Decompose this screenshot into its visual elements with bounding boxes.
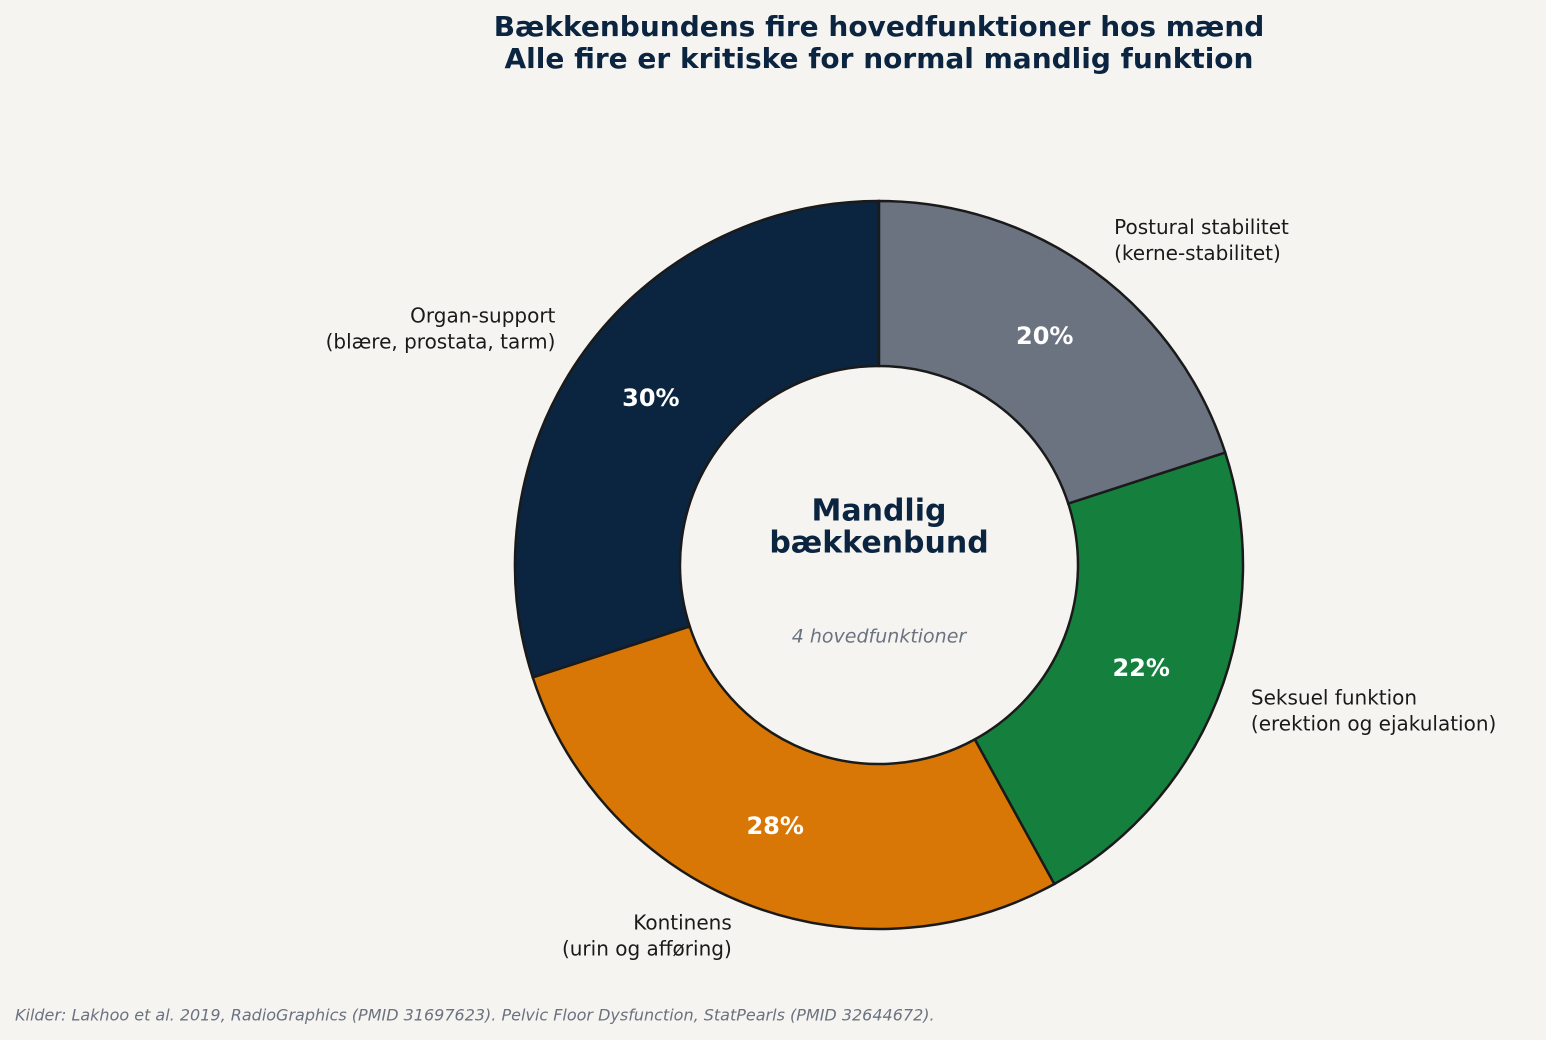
center-sublabel: 4 hovedfunktioner (792, 626, 968, 648)
donut-segment (513, 199, 881, 680)
center-label: Mandlig (812, 494, 947, 529)
source-note: Kilder: Lakhoo et al. 2019, RadioGraphic… (15, 1006, 935, 1025)
center-label: bækkenbund (769, 526, 988, 561)
category-label: Kontinens (633, 910, 732, 934)
category-label: (urin og afføring) (562, 936, 732, 960)
category-label: (blære, prostata, tarm) (326, 329, 556, 353)
category-label: Postural stabilitet (1114, 215, 1289, 239)
category-label: Seksuel funktion (1251, 686, 1417, 710)
donut-segment (531, 624, 1057, 931)
category-label: (kerne-stabilitet) (1114, 241, 1281, 265)
category-label: Organ-support (410, 303, 555, 327)
donut-segment (973, 450, 1245, 886)
category-label: (erektion og ejakulation) (1251, 712, 1496, 736)
value-label: 28% (746, 812, 803, 840)
value-label: 30% (622, 384, 679, 412)
donut-segment (877, 199, 1227, 506)
value-label: 20% (1016, 322, 1073, 350)
chart-title: Bækkenbundens fire hovedfunktioner hos m… (494, 10, 1265, 43)
chart-subtitle: Alle fire er kritiske for normal mandlig… (505, 42, 1254, 75)
value-label: 22% (1112, 654, 1169, 682)
